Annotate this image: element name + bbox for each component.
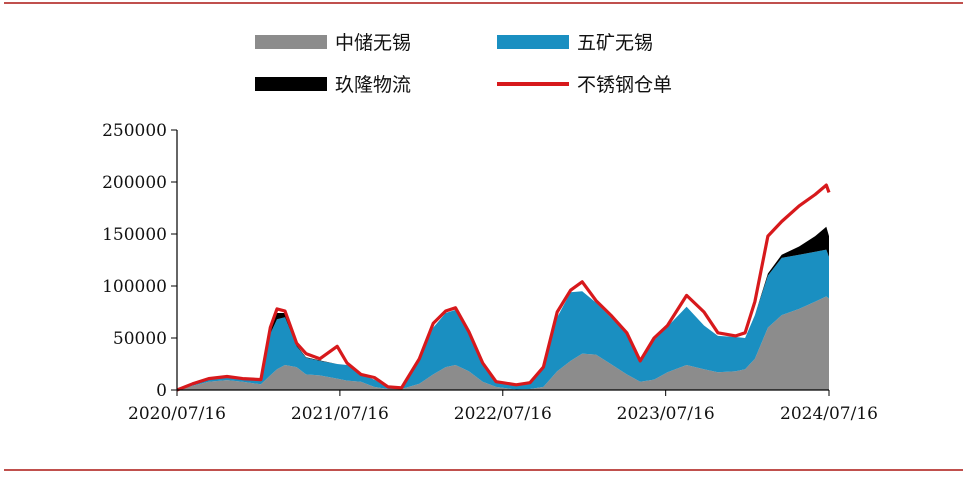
legend-swatch-wukuang bbox=[497, 35, 569, 49]
x-tick-label: 2024/07/16 bbox=[780, 404, 878, 424]
y-tick-label: 200000 bbox=[102, 173, 167, 193]
line-cangdan bbox=[176, 183, 831, 392]
legend-item-wukuang: 五矿无锡 bbox=[497, 32, 653, 54]
x-axis-ticks: 2020/07/16 2021/07/16 2022/07/16 2023/07/16… bbox=[128, 390, 878, 424]
x-tick-label: 2021/07/16 bbox=[291, 404, 389, 424]
bottom-divider bbox=[4, 469, 963, 471]
y-tick-label: 50000 bbox=[113, 329, 167, 349]
legend-swatch-jiulong bbox=[255, 77, 327, 91]
area-zhongchu bbox=[177, 296, 829, 390]
plot-area bbox=[176, 183, 831, 392]
legend-label-cangdan: 不锈钢仓单 bbox=[577, 74, 672, 96]
legend-label-zhongchu: 中储无锡 bbox=[335, 32, 411, 54]
y-axis-ticks: 0 50000 100000 150000 200000 250000 bbox=[102, 121, 177, 401]
y-tick-label: 100000 bbox=[102, 277, 167, 297]
top-divider bbox=[4, 2, 963, 4]
legend-item-cangdan: 不锈钢仓单 bbox=[497, 74, 672, 96]
x-tick-label: 2023/07/16 bbox=[617, 404, 715, 424]
y-tick-label: 150000 bbox=[102, 225, 167, 245]
y-tick-label: 250000 bbox=[102, 121, 167, 141]
legend-label-wukuang: 五矿无锡 bbox=[577, 32, 653, 54]
legend-item-zhongchu: 中储无锡 bbox=[255, 32, 411, 54]
y-tick-label: 0 bbox=[156, 381, 167, 401]
x-tick-label: 2022/07/16 bbox=[454, 404, 552, 424]
legend-item-jiulong: 玖隆物流 bbox=[255, 74, 411, 96]
legend-label-jiulong: 玖隆物流 bbox=[335, 74, 411, 96]
legend-swatch-zhongchu bbox=[255, 35, 327, 49]
area-wukuang bbox=[177, 249, 829, 390]
legend: 中储无锡 五矿无锡 玖隆物流 不锈钢仓单 bbox=[255, 32, 672, 96]
x-tick-label: 2020/07/16 bbox=[128, 404, 226, 424]
